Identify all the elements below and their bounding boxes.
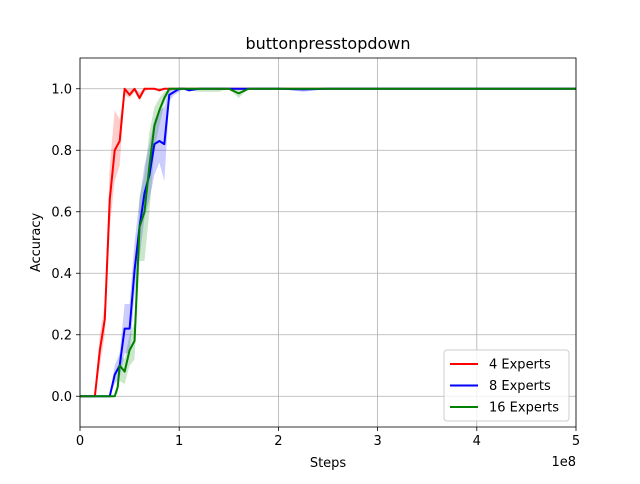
y-tick-label: 0.6 xyxy=(51,205,72,220)
y-tick-label: 1.0 xyxy=(51,82,72,97)
legend-box xyxy=(443,349,570,422)
series-line-2 xyxy=(80,87,576,398)
x-axis-label: Steps xyxy=(310,456,347,471)
legend-label-0: 4 Experts xyxy=(489,358,551,373)
x-axis-scale-label: 1e8 xyxy=(551,455,576,470)
x-tick-label: 5 xyxy=(572,434,580,449)
x-tick-label: 2 xyxy=(274,434,282,449)
x-tick-label: 4 xyxy=(473,434,481,449)
x-tick-label: 3 xyxy=(373,434,381,449)
x-tick-label: 1 xyxy=(175,434,183,449)
x-tick-label: 0 xyxy=(76,434,84,449)
series-band-2 xyxy=(80,88,576,397)
y-tick-label: 0.2 xyxy=(51,328,72,343)
legend: 4 Experts 8 Experts 16 Experts xyxy=(443,349,570,422)
chart-title: buttonpresstopdown xyxy=(245,34,410,53)
axes-frame xyxy=(79,57,577,428)
grid-lines xyxy=(79,58,577,427)
y-tick-label: 0.0 xyxy=(51,390,72,405)
y-axis-label: Accuracy xyxy=(29,213,44,273)
legend-label-1: 8 Experts xyxy=(489,379,551,394)
legend-label-2: 16 Experts xyxy=(489,401,559,416)
y-tick-label: 0.8 xyxy=(51,144,72,159)
y-tick-label: 0.4 xyxy=(51,267,72,282)
